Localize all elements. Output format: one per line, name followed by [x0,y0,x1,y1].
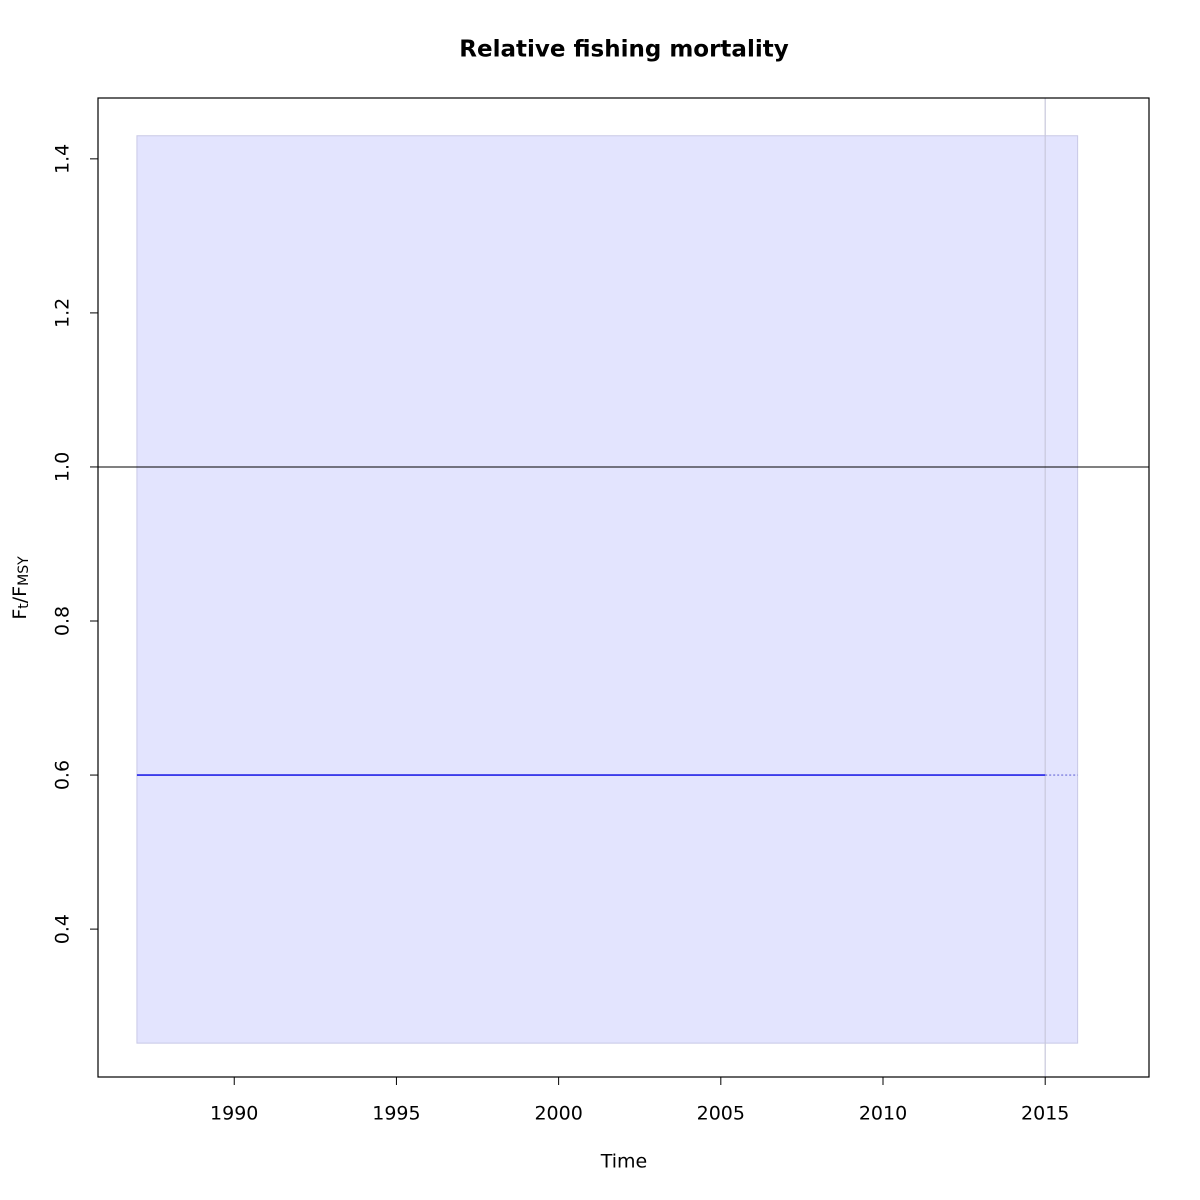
y-label-part: /F [9,586,31,603]
plot-frame [97,97,1150,1078]
y-tick-label: 1.0 [52,452,74,482]
x-tick-label: 2010 [859,1103,907,1125]
y-tick-label: 0.6 [52,760,74,790]
x-axis-label: Time [600,1151,648,1173]
y-label-part: F [9,609,31,620]
y-tick-label: 1.2 [52,298,74,328]
y-axis-label: Ft/FMSY [9,556,33,620]
chart-title: Relative fishing mortality [459,37,788,63]
x-tick-label: 2015 [1021,1103,1069,1125]
y-label-sub: t [16,603,32,609]
x-tick-label: 1990 [210,1103,258,1125]
y-tick-label: 0.4 [52,914,74,944]
x-tick-label: 2000 [534,1103,582,1125]
y-tick-label: 1.4 [52,144,74,174]
x-tick-label: 1995 [372,1103,420,1125]
confidence-band [136,135,1079,1044]
x-tick-label: 2005 [697,1103,745,1125]
y-label-sub: MSY [16,556,32,586]
y-tick-label: 0.8 [52,606,74,636]
